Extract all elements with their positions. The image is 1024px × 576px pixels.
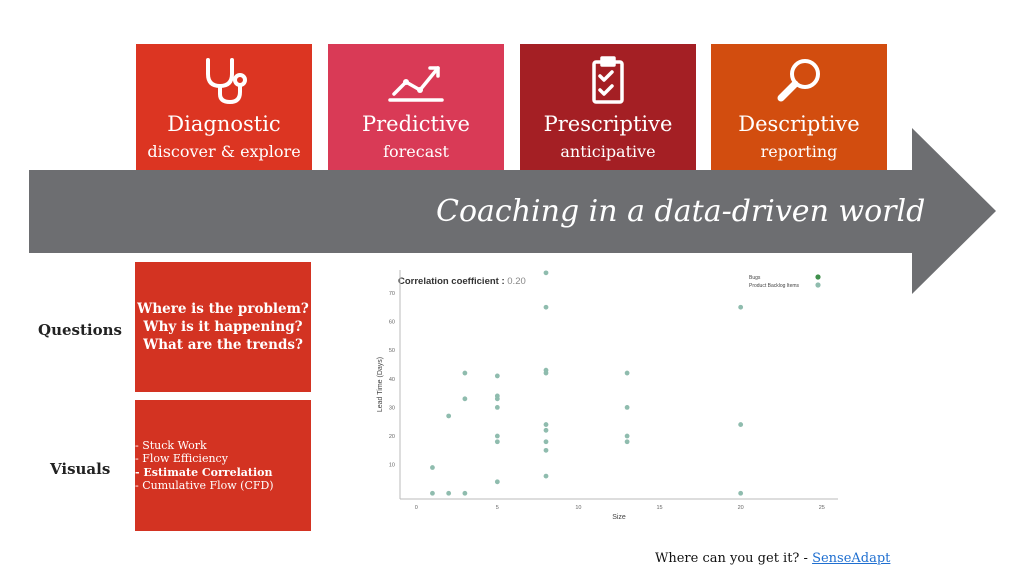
card-title: Predictive — [362, 112, 470, 136]
senseadapt-link[interactable]: SenseAdapt — [812, 551, 891, 566]
scatter-point — [494, 396, 500, 402]
scatter-point — [543, 304, 549, 310]
x-axis-label: Size — [612, 514, 626, 521]
x-tick-label: 15 — [656, 505, 662, 511]
y-tick-label: 30 — [389, 405, 395, 411]
legend-label: Bugs — [749, 275, 761, 281]
scatter-point — [543, 422, 549, 427]
scatter-point — [738, 304, 744, 310]
scatter-point — [446, 413, 452, 419]
visual-item: - Estimate Correlation — [135, 465, 273, 479]
scatter-point — [738, 490, 744, 496]
scatter-point — [494, 439, 500, 445]
x-tick-label: 25 — [819, 505, 825, 511]
scatter-point — [430, 490, 435, 496]
scatter-point — [494, 405, 500, 410]
footer-note: Where can you get it? - SenseAdapt — [655, 551, 890, 566]
legend-label: Product Backlog Items — [749, 283, 800, 289]
arrow-banner-text: Coaching in a data-driven world — [436, 194, 926, 229]
x-tick-label: 5 — [496, 505, 499, 511]
scatter-point — [624, 433, 630, 439]
legend-marker — [815, 282, 821, 288]
y-tick-label: 20 — [389, 434, 395, 440]
card-title: Prescriptive — [543, 112, 673, 136]
card-prescriptive: Prescriptive anticipative — [520, 44, 696, 170]
y-axis-label: Lead Time (Days) — [377, 357, 384, 412]
scatter-chart: Correlation coefficient : 0.20 10 20 30 40 5… — [377, 270, 838, 521]
x-tick-label: 0 — [415, 505, 418, 511]
scatter-point — [494, 433, 500, 439]
scatter-point — [462, 490, 468, 496]
questions-box: Where is the problem? Why is it happenin… — [135, 262, 311, 392]
scatter-point — [494, 373, 500, 379]
footer-text: Where can you get it? - — [655, 551, 813, 566]
visuals-label: Visuals — [50, 460, 111, 478]
questions-label: Questions — [38, 321, 122, 339]
scatter-point — [543, 370, 549, 376]
question-item: Why is it happening? — [143, 319, 303, 335]
chart-title-value: 0.20 — [507, 276, 526, 287]
scatter-point — [543, 473, 549, 479]
y-tick-label: 40 — [389, 377, 395, 383]
card-title: Diagnostic — [167, 112, 281, 136]
clipboard-check-icon — [592, 56, 624, 104]
card-diagnostic: Diagnostic discover & explore — [136, 44, 312, 170]
scatter-point — [446, 490, 452, 496]
card-descriptive: Descriptive reporting — [711, 44, 887, 170]
scatter-point — [462, 396, 468, 402]
visual-item: - Stuck Work — [135, 438, 207, 452]
visual-item: - Flow Efficiency — [135, 452, 228, 465]
chart-title: Correlation coefficient : — [398, 276, 505, 287]
scatter-point — [624, 370, 630, 376]
y-tick-label: 70 — [389, 291, 395, 297]
scatter-point — [543, 447, 549, 453]
scatter-point — [738, 422, 744, 427]
svg-text:Correlation coefficient :: Correlation coefficient : 0.20 — [398, 276, 526, 287]
scatter-point — [494, 479, 500, 485]
scatter-point — [430, 465, 435, 470]
card-subtitle: forecast — [383, 142, 449, 161]
question-item: Where is the problem? — [137, 301, 309, 317]
visuals-box: - Stuck Work - Flow Efficiency - Estimat… — [135, 400, 311, 531]
y-tick-label: 10 — [389, 463, 395, 469]
question-item: What are the trends? — [143, 337, 303, 353]
scatter-point — [543, 439, 549, 445]
y-tick-label: 50 — [389, 348, 395, 354]
card-predictive: Predictive forecast — [328, 44, 504, 170]
trend-chart-icon — [388, 66, 444, 102]
scatter-point — [624, 405, 630, 410]
scatter-point — [624, 439, 630, 445]
scatter-point — [462, 370, 468, 376]
x-tick-label: 20 — [738, 505, 744, 511]
card-subtitle: reporting — [760, 142, 838, 161]
scatter-point — [543, 427, 549, 433]
arrow-shape — [29, 128, 996, 294]
magnifier-icon — [777, 59, 820, 102]
y-tick-label: 60 — [389, 320, 395, 326]
card-title: Descriptive — [738, 112, 860, 136]
card-subtitle: discover & explore — [147, 142, 301, 161]
x-tick-label: 10 — [575, 505, 581, 511]
stethoscope-icon — [206, 58, 247, 104]
card-subtitle: anticipative — [560, 142, 656, 161]
legend-marker — [815, 274, 821, 280]
visual-item: - Cumulative Flow (CFD) — [135, 479, 274, 492]
scatter-point — [543, 270, 549, 276]
